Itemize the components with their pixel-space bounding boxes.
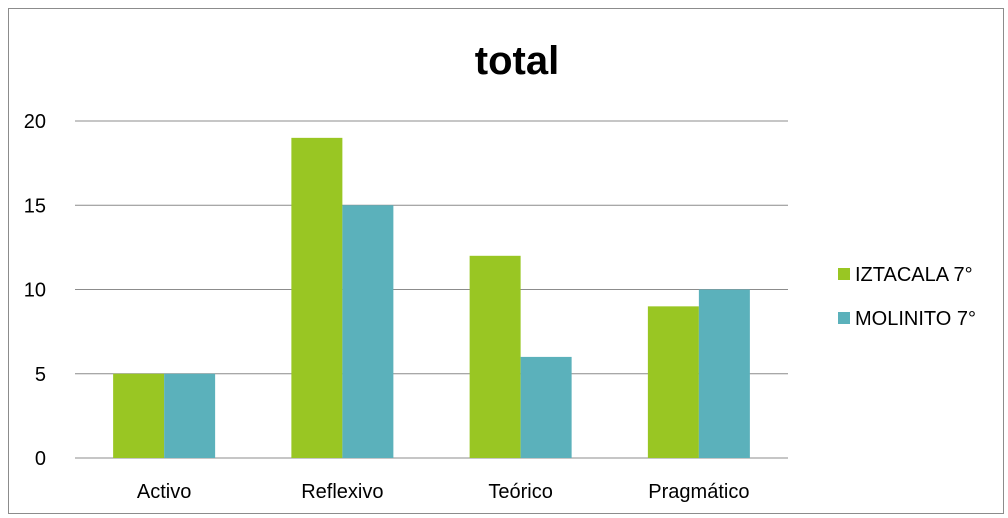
bar-molinito-3 xyxy=(520,356,572,458)
bar-iztacala-3 xyxy=(469,255,521,458)
x-tick-label: Reflexivo xyxy=(301,481,383,503)
bar-molinito-2 xyxy=(342,205,394,458)
y-tick-label: 10 xyxy=(24,280,46,302)
x-tick-label: Activo xyxy=(137,481,191,503)
bar-molinito-1 xyxy=(164,373,216,458)
bars xyxy=(113,137,750,458)
y-tick-label: 15 xyxy=(24,195,46,217)
y-axis-ticks: 0 5 10 15 20 xyxy=(24,111,46,470)
y-tick-label: 5 xyxy=(35,364,46,386)
x-axis-ticks: Activo Reflexivo Teórico Pragmático xyxy=(137,481,750,503)
legend-swatch xyxy=(838,312,850,324)
legend: IZTACALA 7° MOLINITO 7° xyxy=(838,264,976,330)
y-tick-label: 0 xyxy=(35,448,46,470)
legend-label: IZTACALA 7° xyxy=(855,264,973,286)
legend-swatch xyxy=(838,268,850,280)
bar-iztacala-4 xyxy=(647,306,699,458)
y-tick-label: 20 xyxy=(24,111,46,133)
legend-label: MOLINITO 7° xyxy=(855,308,976,330)
x-tick-label: Pragmático xyxy=(648,481,749,503)
x-tick-label: Teórico xyxy=(488,481,552,503)
bar-molinito-4 xyxy=(698,289,750,458)
bar-iztacala-2 xyxy=(291,137,343,458)
chart-title: total xyxy=(475,39,559,83)
bar-iztacala-1 xyxy=(113,373,165,458)
